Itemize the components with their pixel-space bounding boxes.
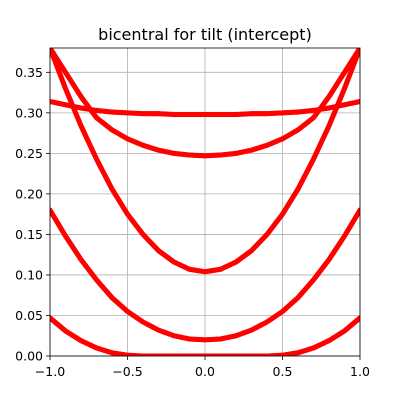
chart-title: bicentral for tilt (intercept) <box>98 25 312 44</box>
y-tick-label: 0.00 <box>15 349 43 364</box>
data-series <box>50 48 360 356</box>
x-axis-ticks: −1.0 −0.5 0.0 0.5 1.0 <box>35 356 370 379</box>
y-tick-label: 0.20 <box>15 186 43 201</box>
x-tick-label: 1.0 <box>350 364 370 379</box>
series-2 <box>50 207 360 343</box>
x-tick-label: 0.5 <box>273 364 293 379</box>
series-5 <box>50 98 360 118</box>
x-tick-label: −0.5 <box>112 364 142 379</box>
data-point <box>357 207 360 213</box>
x-tick-label: −1.0 <box>35 364 65 379</box>
data-point <box>357 98 360 105</box>
y-tick-label: 0.30 <box>15 105 43 120</box>
series-3 <box>50 48 360 275</box>
series-1 <box>50 315 360 356</box>
grid-lines <box>49 48 361 357</box>
y-tick-label: 0.10 <box>15 267 43 282</box>
x-tick-label: 0.0 <box>195 364 215 379</box>
y-tick-label: 0.15 <box>15 227 43 242</box>
series-4 <box>50 48 360 159</box>
data-point <box>357 48 360 51</box>
y-axis-ticks: 0.00 0.05 0.10 0.15 0.20 0.25 0.30 0.35 <box>15 65 50 364</box>
y-tick-label: 0.35 <box>15 65 43 80</box>
y-tick-label: 0.25 <box>15 146 43 161</box>
y-tick-label: 0.05 <box>15 308 43 323</box>
data-point <box>357 315 360 321</box>
